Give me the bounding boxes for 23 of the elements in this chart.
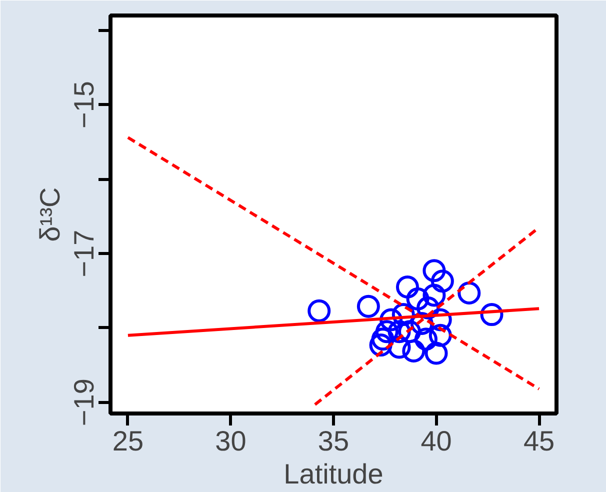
point — [422, 259, 446, 282]
point — [424, 342, 448, 365]
x-axis-title: Latitude — [284, 458, 384, 490]
point — [402, 340, 426, 362]
y-tick-label: −17 — [68, 230, 100, 278]
x-tick-label: 35 — [318, 426, 350, 456]
point — [422, 284, 446, 307]
x-tick-label: 30 — [215, 426, 246, 456]
x-tick-label: 25 — [112, 426, 144, 456]
x-tick-label: 40 — [420, 426, 452, 456]
point — [428, 324, 452, 347]
point — [356, 294, 380, 318]
y-axis-title: δ¹³C — [34, 187, 66, 242]
y-tick-label: −15 — [68, 81, 100, 129]
point — [406, 287, 430, 310]
x-tick-label: 45 — [523, 426, 555, 456]
point — [414, 328, 438, 351]
point — [375, 320, 398, 344]
point — [430, 270, 454, 293]
y-tick-label: −19 — [68, 378, 100, 426]
point — [308, 299, 331, 322]
point — [396, 276, 419, 299]
point — [480, 303, 504, 326]
